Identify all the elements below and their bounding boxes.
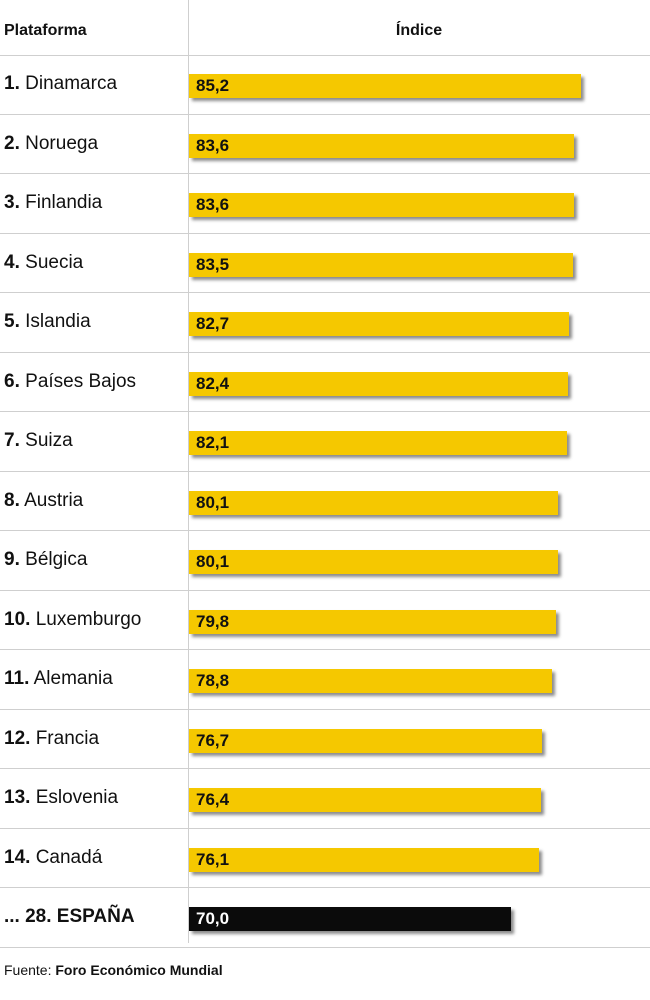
bar-value-label: 83,6 — [196, 195, 230, 214]
country-name: Bélgica — [25, 549, 88, 570]
row-label: 4. Suecia — [4, 234, 83, 292]
bar-value-label: 82,1 — [196, 433, 230, 452]
bar-value-label: 80,1 — [196, 492, 230, 512]
rank-number: 10. — [4, 608, 31, 630]
country-name: Suecia — [25, 251, 84, 273]
bar-value-label: 83,5 — [196, 254, 230, 274]
table-row: 8. Austria 80,1 — [0, 472, 650, 531]
country-name: Canadá — [35, 846, 103, 868]
rank-number: 9. — [4, 549, 20, 570]
table-row: ... 28. ESPAÑA 70,0 — [0, 888, 650, 948]
table-row: 5. Islandia 82,7 — [0, 293, 650, 353]
country-name: Países Bajos — [25, 370, 137, 392]
row-label: 11. Alemania — [4, 650, 113, 708]
country-name: Islandia — [25, 311, 91, 332]
rank-number: 1. — [4, 73, 20, 94]
rank-number: 6. — [4, 370, 20, 392]
bar: 85,2 — [189, 74, 581, 98]
bar: 76,1 — [189, 847, 539, 872]
bar: 83,5 — [189, 252, 573, 277]
bar: 80,1 — [189, 550, 558, 574]
rank-number: 14. — [4, 846, 31, 868]
bar-value-label: 78,8 — [196, 671, 230, 690]
bar: 82,4 — [189, 371, 568, 396]
table-header: Plataforma Índice — [0, 0, 650, 56]
bar-value-label: 76,4 — [196, 790, 230, 809]
row-label: 6. Países Bajos — [4, 353, 136, 411]
table-row: 1. Dinamarca 85,2 — [0, 55, 650, 115]
rank-number: 8. — [4, 489, 20, 511]
row-label: 5. Islandia — [4, 293, 91, 351]
country-name: Alemania — [33, 668, 113, 689]
rank-number: 7. — [4, 430, 20, 451]
row-label: 14. Canadá — [4, 829, 102, 887]
bar: 83,6 — [189, 193, 574, 217]
country-name: Dinamarca — [25, 73, 118, 94]
bar-value-label: 76,1 — [196, 849, 230, 869]
bar-value-label: 82,7 — [196, 314, 230, 333]
table-row: 14. Canadá 76,1 — [0, 829, 650, 888]
rank-number: 13. — [4, 787, 31, 808]
rank-number: 12. — [4, 727, 31, 749]
row-label: 9. Bélgica — [4, 531, 87, 589]
column-header-platform: Plataforma — [4, 22, 87, 39]
rank-number: ... 28. ESPAÑA — [4, 906, 135, 927]
table-row: 6. Países Bajos 82,4 — [0, 353, 650, 412]
bar-value-label: 80,1 — [196, 552, 230, 571]
country-name: Finlandia — [25, 192, 103, 213]
bar-value-label: 79,8 — [196, 611, 230, 631]
rank-number: 5. — [4, 311, 20, 332]
table-row: 10. Luxemburgo 79,8 — [0, 591, 650, 650]
rank-number: 11. — [4, 668, 30, 689]
country-name: Francia — [35, 727, 100, 749]
bar-value-label: 76,7 — [196, 730, 230, 750]
bar-value-label: 83,6 — [196, 135, 230, 155]
country-name: Noruega — [25, 132, 99, 154]
rank-number: 2. — [4, 132, 20, 154]
table-row: 2. Noruega 83,6 — [0, 115, 650, 174]
bar: 82,1 — [189, 431, 567, 455]
bar: 76,7 — [189, 728, 542, 753]
country-name: Luxemburgo — [35, 608, 142, 630]
bar: 78,8 — [189, 669, 552, 693]
row-label: ... 28. ESPAÑA — [4, 888, 135, 946]
row-label: 2. Noruega — [4, 115, 98, 173]
bar-value-label: 82,4 — [196, 373, 230, 393]
table-row: 7. Suiza 82,1 — [0, 412, 650, 472]
row-label: 3. Finlandia — [4, 174, 102, 232]
row-label: 8. Austria — [4, 472, 83, 530]
source-prefix: Fuente: — [4, 962, 52, 978]
rank-number: 3. — [4, 192, 20, 213]
table-row: 13. Eslovenia 76,4 — [0, 769, 650, 829]
table-row: 11. Alemania 78,8 — [0, 650, 650, 710]
row-label: 12. Francia — [4, 710, 99, 768]
bar: 82,7 — [189, 312, 569, 336]
bar: 83,6 — [189, 133, 574, 158]
table-row: 12. Francia 76,7 — [0, 710, 650, 769]
bar-value-label: 70,0 — [196, 909, 230, 928]
column-header-index: Índice — [395, 22, 443, 39]
source-name: Foro Económico Mundial — [55, 962, 223, 978]
row-label: 7. Suiza — [4, 412, 73, 470]
country-name: Austria — [24, 489, 84, 511]
bar: 80,1 — [189, 490, 558, 515]
row-label: 10. Luxemburgo — [4, 591, 141, 649]
bar: 79,8 — [189, 609, 556, 634]
country-name: Eslovenia — [35, 787, 119, 808]
row-label: 1. Dinamarca — [4, 55, 117, 113]
rank-number: 4. — [4, 251, 20, 273]
table-row: 4. Suecia 83,5 — [0, 234, 650, 293]
column-divider — [188, 0, 189, 943]
bar: 70,0 — [189, 907, 511, 931]
table-row: 9. Bélgica 80,1 — [0, 531, 650, 591]
bar-value-label: 85,2 — [196, 76, 230, 95]
table-row: 3. Finlandia 83,6 — [0, 174, 650, 234]
chart-rows: 1. Dinamarca 85,2 2. Noruega 83,6 3. Finland… — [0, 55, 650, 948]
row-label: 13. Eslovenia — [4, 769, 118, 827]
source-note: Fuente: Foro Económico Mundial — [4, 962, 223, 978]
bar: 76,4 — [189, 788, 541, 812]
country-name: Suiza — [25, 430, 73, 451]
